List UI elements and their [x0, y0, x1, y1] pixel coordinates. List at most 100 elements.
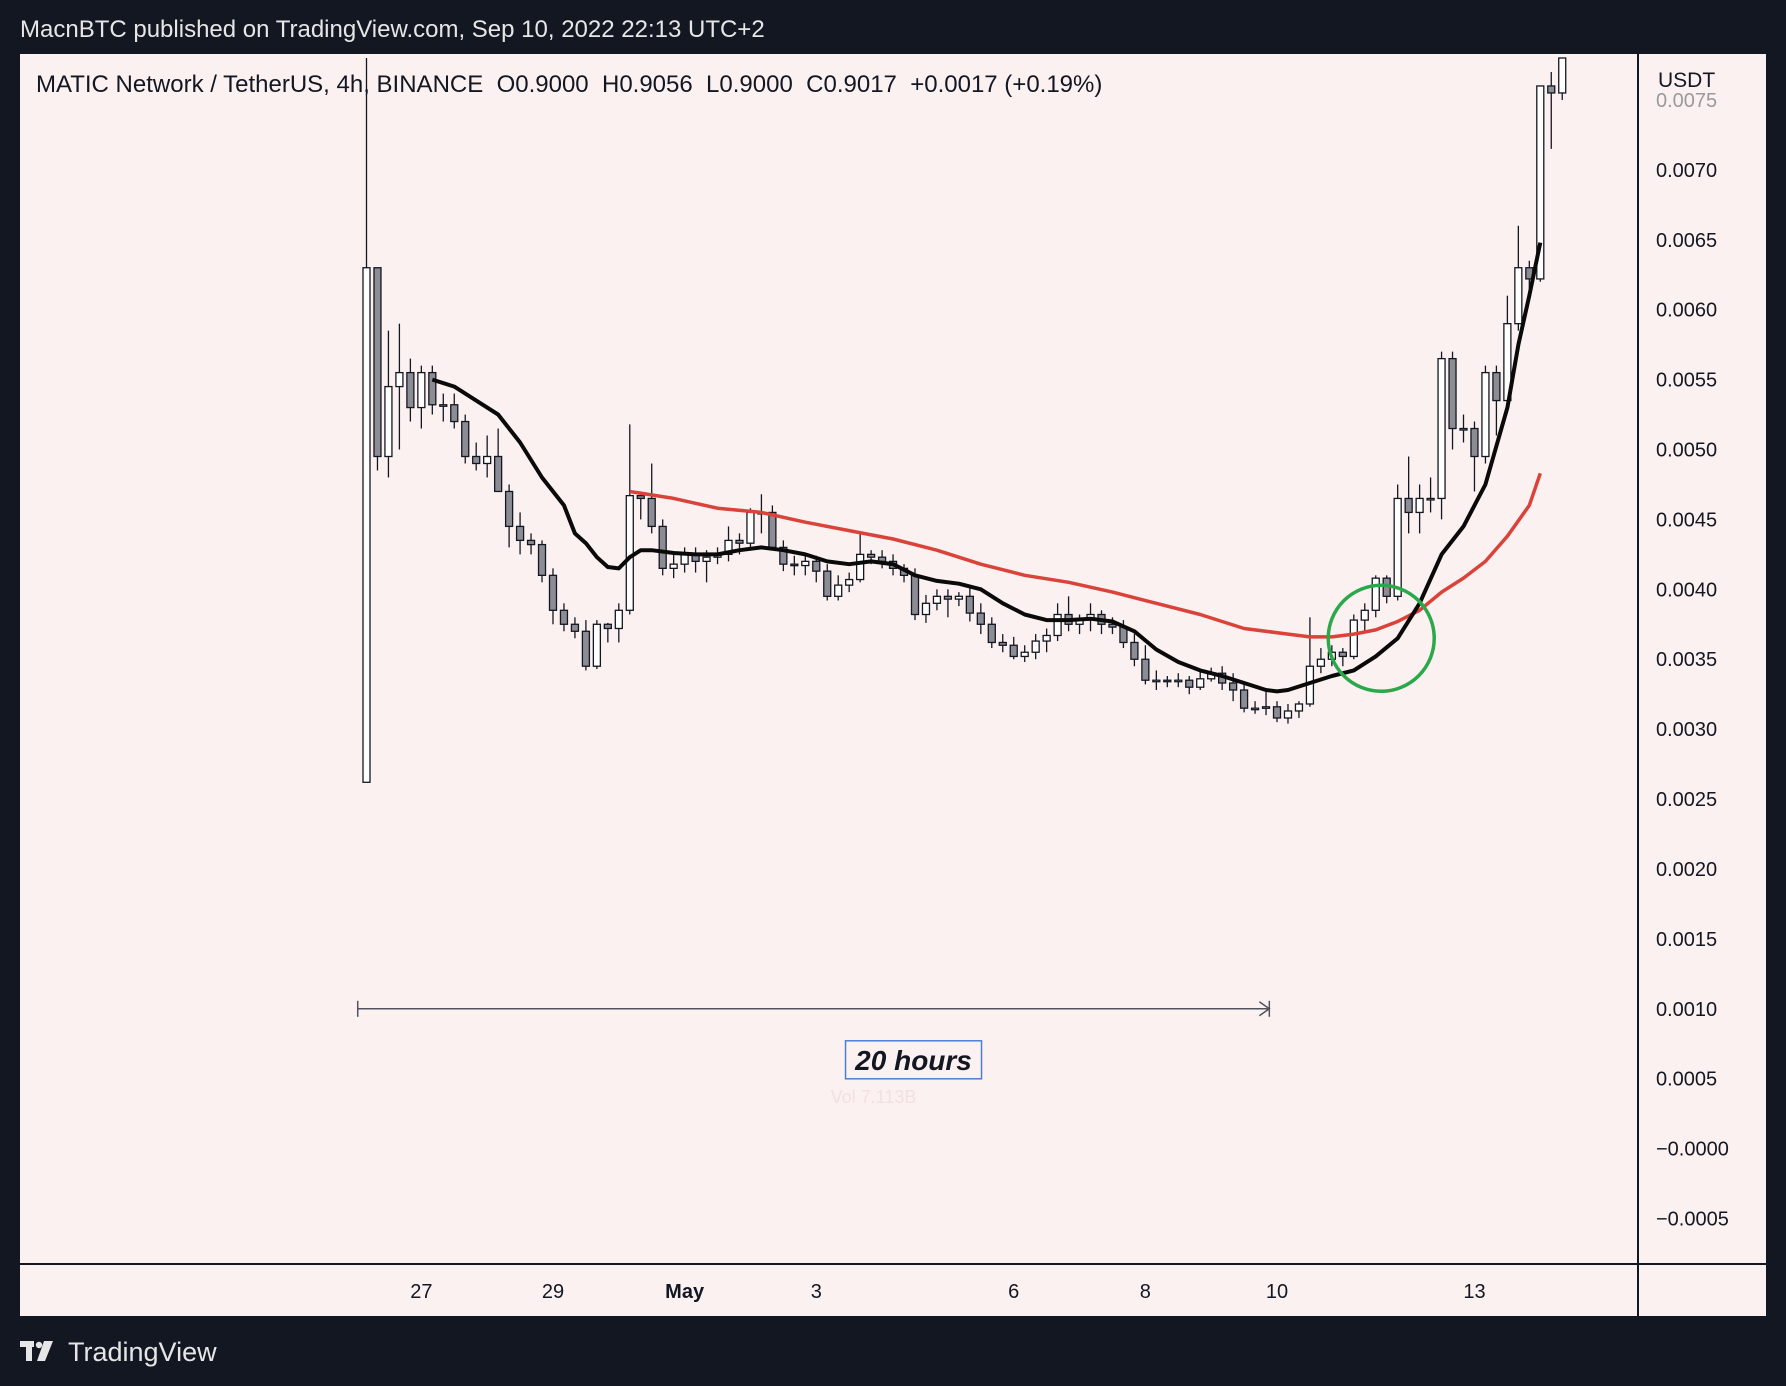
candle	[746, 508, 755, 548]
candle	[1558, 57, 1567, 100]
candle-body	[1393, 497, 1402, 597]
candle	[450, 393, 459, 429]
candle-body	[1448, 357, 1457, 430]
price-tick-label: 0.0070	[1656, 160, 1717, 182]
candle	[1053, 603, 1062, 642]
candle	[1349, 614, 1358, 660]
candle-body	[1196, 678, 1205, 688]
time-tick-label: 3	[811, 1281, 822, 1303]
candle-body	[614, 609, 623, 630]
candle	[362, 58, 371, 783]
candle	[1382, 575, 1391, 604]
candle	[801, 555, 810, 576]
ma-fast-line	[431, 242, 1543, 694]
price-tick-label: 0.0005	[1656, 1069, 1717, 1091]
candle	[932, 589, 942, 611]
candles-layer	[362, 57, 1567, 783]
candle-body	[647, 497, 656, 528]
candle-body	[921, 602, 931, 616]
candle-body	[801, 560, 810, 567]
candle	[647, 463, 656, 534]
price-axis-bg	[1638, 54, 1766, 1316]
candle	[1547, 71, 1556, 149]
footer-brand[interactable]: TradingView	[20, 1330, 217, 1374]
candle	[1437, 351, 1446, 520]
candle	[834, 575, 843, 601]
candle-body	[1371, 577, 1380, 611]
candle	[1261, 690, 1271, 716]
price-tick-label: 0.0030	[1656, 719, 1717, 741]
candle-body	[373, 267, 382, 458]
candle-body	[998, 641, 1007, 646]
candle-body	[384, 385, 393, 458]
candle	[812, 555, 821, 583]
candle-body	[1031, 640, 1040, 653]
candle-body	[472, 455, 481, 465]
candle-body	[790, 563, 799, 567]
candle	[1470, 421, 1479, 492]
candle-body	[1426, 497, 1435, 501]
candle-body	[1163, 679, 1172, 683]
candle-body	[504, 490, 514, 528]
candle-body	[461, 420, 470, 458]
candle-body	[1020, 651, 1029, 658]
candle-body	[768, 511, 777, 549]
candle-body	[1152, 679, 1161, 683]
candle	[603, 622, 612, 643]
candle-body	[526, 539, 536, 546]
candle	[504, 484, 514, 548]
moving-averages-layer	[431, 242, 1543, 694]
publisher-text: MacnBTC published on TradingView.com, Se…	[20, 16, 765, 43]
time-tick-label: 6	[1008, 1281, 1019, 1303]
candle	[636, 491, 645, 520]
candle-body	[1294, 703, 1304, 712]
ma-slow-line	[629, 472, 1542, 639]
price-tick-label: 0.0050	[1656, 440, 1717, 462]
candle	[1305, 617, 1315, 707]
candle-body	[548, 574, 558, 611]
candle	[1492, 365, 1501, 436]
candle-body	[428, 371, 437, 406]
candle-body	[1272, 706, 1282, 719]
candle-body	[856, 553, 865, 581]
candle	[856, 533, 865, 583]
candle	[373, 267, 382, 471]
price-tick-label: 0.0025	[1656, 789, 1717, 811]
time-tick-label: May	[665, 1281, 705, 1303]
chart-area[interactable]	[20, 54, 1766, 1316]
candle-body	[1338, 651, 1347, 658]
candle-body	[834, 584, 843, 597]
candle-body	[987, 623, 996, 644]
candle	[1514, 225, 1523, 331]
candle-body	[592, 623, 602, 667]
candle	[526, 533, 536, 555]
candle-body	[493, 455, 503, 493]
candle-body	[636, 494, 645, 500]
candle	[724, 526, 733, 562]
candle-body	[746, 511, 755, 544]
candle-body	[570, 623, 580, 632]
candle-body	[1141, 658, 1150, 681]
candle-body	[417, 371, 426, 409]
candle-body	[1514, 267, 1523, 325]
candle	[779, 540, 788, 572]
candle	[768, 505, 777, 551]
price-tick-label: 0.0055	[1656, 370, 1717, 392]
candle-body	[1009, 644, 1018, 658]
time-tick-label: 8	[1140, 1281, 1151, 1303]
candle	[1020, 645, 1029, 663]
candle-body	[1042, 634, 1051, 642]
candle-body	[559, 609, 569, 625]
candle-body	[845, 578, 854, 586]
time-tick-label: 13	[1463, 1281, 1485, 1303]
time-tick-label: 29	[542, 1281, 564, 1303]
time-axis-bg	[20, 1264, 1766, 1316]
candle	[515, 512, 525, 555]
candle	[1130, 634, 1139, 667]
candle-body	[735, 539, 744, 544]
publisher-bar: MacnBTC published on TradingView.com, Se…	[0, 0, 1786, 54]
candle-body	[910, 574, 920, 616]
candle	[384, 330, 393, 478]
price-tick-label: −0.0000	[1656, 1139, 1729, 1161]
